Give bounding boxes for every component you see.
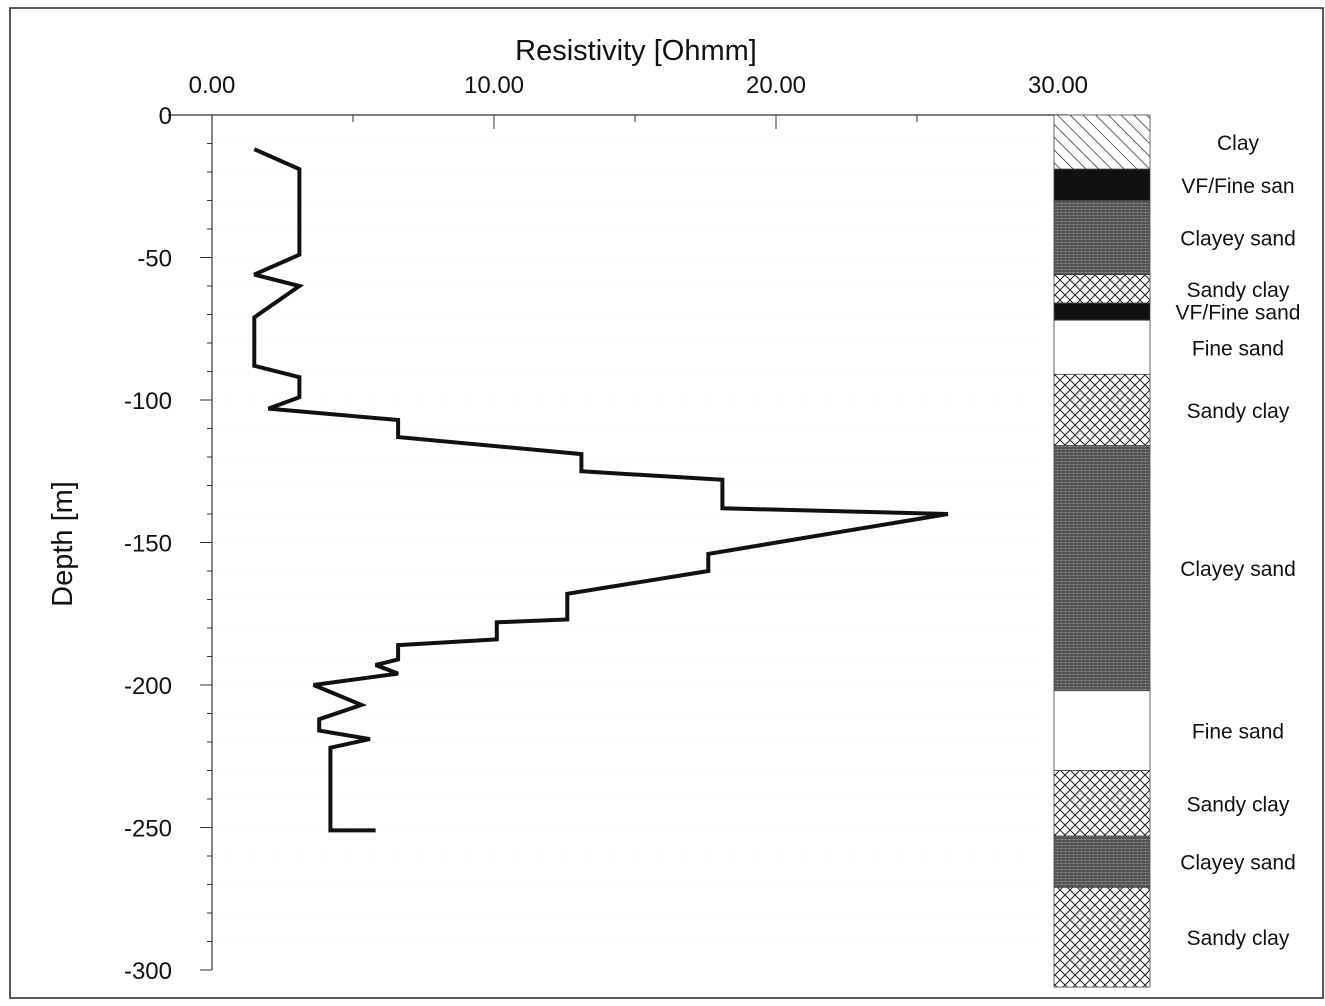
resistivity-line xyxy=(252,147,949,833)
x-tick-label: 10.00 xyxy=(464,72,524,99)
y-tick-label: -100 xyxy=(124,388,172,415)
y-tick-label: -300 xyxy=(124,958,172,985)
tick-labels: 0.00 10.00 20.00 30.00 0 -50 -100 -150 -200 -250 -… xyxy=(124,72,1088,985)
lithology-label: Sandy clay xyxy=(1187,793,1290,816)
lithology-label: Fine sand xyxy=(1192,721,1284,744)
lithology-layer xyxy=(1053,319,1151,375)
x-tick-label: 0.00 xyxy=(189,72,236,99)
lithology-label: Clay xyxy=(1217,132,1260,155)
gridlines xyxy=(212,143,1040,942)
lithology-layer xyxy=(1053,200,1151,275)
lithology-layer xyxy=(1053,168,1151,201)
lithology-layer xyxy=(1053,114,1151,170)
lithology-layer xyxy=(1053,886,1151,988)
lithology-label: Fine sand xyxy=(1192,337,1284,360)
lithology-label: Sandy clay xyxy=(1187,927,1290,950)
lithology-layer xyxy=(1053,835,1151,888)
lithology-label: VF/Fine san xyxy=(1181,175,1294,198)
x-axis-title: Resistivity [Ohmm] xyxy=(515,35,757,67)
series-layer xyxy=(252,147,949,833)
lithology-layer xyxy=(1053,274,1151,304)
lithology-label: Sandy clay xyxy=(1187,400,1290,423)
y-axis-title: Depth [m] xyxy=(47,481,79,607)
lithology-layer xyxy=(1053,302,1151,321)
lithology-label: Clayey sand xyxy=(1180,228,1296,251)
y-tick-label: -150 xyxy=(124,531,172,558)
outer-border xyxy=(9,7,1324,999)
lithology-label: Clayey sand xyxy=(1180,852,1296,875)
lithology-layer xyxy=(1053,445,1151,692)
lithology-label: Sandy clay xyxy=(1187,279,1290,302)
x-tick-label: 30.00 xyxy=(1028,72,1088,99)
y-tick-label: -250 xyxy=(124,816,172,843)
x-tick-label: 20.00 xyxy=(746,72,806,99)
y-tick-label: 0 xyxy=(159,103,172,130)
lithology-label: Clayey sand xyxy=(1180,558,1296,581)
lithology-label: VF/Fine sand xyxy=(1176,302,1301,325)
y-tick-label: -50 xyxy=(137,246,172,273)
lithology-layer xyxy=(1053,690,1151,771)
lithology-layer xyxy=(1053,373,1151,447)
lithology-layer xyxy=(1053,770,1151,837)
y-tick-label: -200 xyxy=(124,673,172,700)
